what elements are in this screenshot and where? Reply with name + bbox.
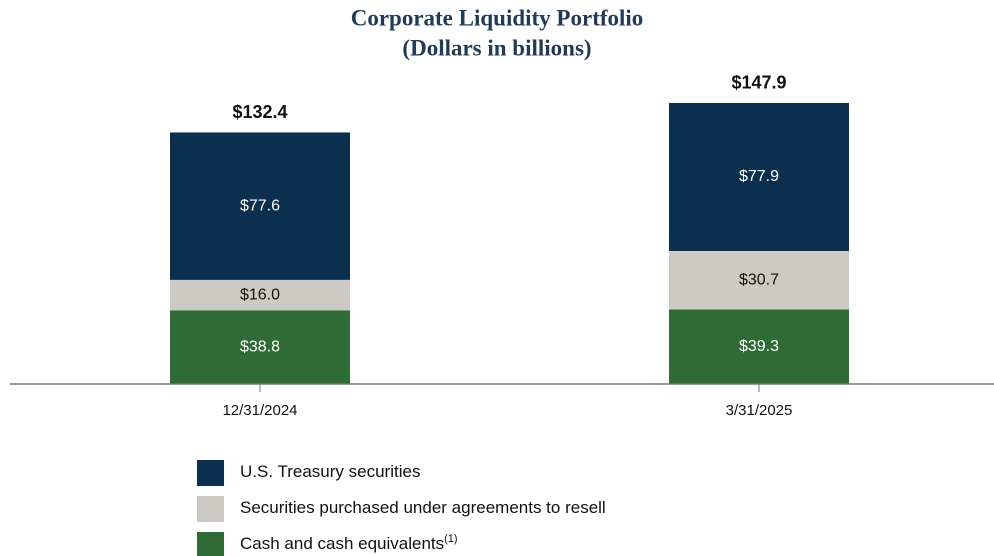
value-label: $77.9 [739, 168, 779, 185]
value-label: $30.7 [739, 271, 779, 288]
legend-label: U.S. Treasury securities [240, 462, 420, 481]
legend-text: Cash and cash equivalents [240, 534, 444, 553]
total-label: $132.4 [232, 102, 287, 122]
value-label: $77.6 [240, 197, 280, 214]
legend-label: Securities purchased under agreements to… [240, 498, 606, 517]
chart-title: Corporate Liquidity Portfolio [351, 5, 644, 30]
value-label: $16.0 [240, 286, 280, 303]
total-label: $147.9 [731, 73, 786, 93]
x-tick-label: 12/31/2024 [222, 402, 297, 419]
legend-label: Cash and cash equivalents(1) [240, 533, 458, 554]
value-label: $38.8 [240, 338, 280, 355]
bar-segment [669, 102, 849, 252]
legend-text: U.S. Treasury securities [240, 462, 420, 481]
bar-segment [170, 132, 350, 280]
value-label: $39.3 [739, 338, 779, 355]
legend-text: Securities purchased under agreements to… [240, 498, 606, 517]
bar-segment [170, 279, 350, 311]
legend-swatch [197, 460, 224, 486]
bar-segment [669, 251, 849, 310]
bar-segment [170, 310, 350, 384]
x-tick-label: 3/31/2025 [726, 402, 793, 419]
legend-superscript: (1) [444, 533, 457, 545]
legend-swatch [197, 496, 224, 522]
bar-segment [669, 309, 849, 384]
chart-subtitle: (Dollars in billions) [402, 35, 591, 60]
legend-swatch [197, 532, 224, 556]
